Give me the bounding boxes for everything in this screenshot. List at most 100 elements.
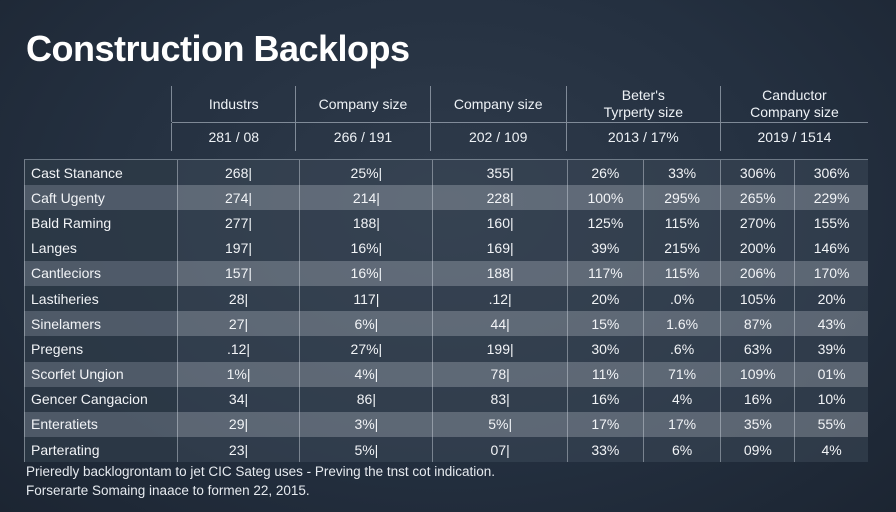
header-sub-2: 266 / 191 — [295, 123, 429, 151]
header-row-top: Industrs Company size Company size Beter… — [24, 86, 868, 122]
header-sub-3: 202 / 109 — [429, 123, 566, 151]
table-cell: 27%| — [299, 336, 432, 362]
table-cell: 10% — [794, 386, 868, 412]
table-cell: 169| — [432, 235, 567, 261]
table-cell: 109% — [720, 361, 794, 387]
table-cell: 155% — [794, 210, 868, 236]
table-cell: 17% — [567, 411, 643, 438]
table-cell: 35% — [720, 411, 794, 438]
table-cell: 34| — [176, 386, 300, 412]
table-cell: 39% — [794, 336, 868, 362]
table-cell: 274| — [176, 185, 300, 211]
table-cell: 1.6% — [642, 311, 721, 337]
table-cell: 206% — [720, 260, 794, 286]
table-cell: 188| — [299, 210, 432, 236]
table-cell: .12| — [176, 336, 300, 362]
header-divider — [172, 122, 868, 123]
footnote-line-1: Prieredly backlogrontam to jet CIC Sateg… — [26, 464, 495, 479]
table-cell: 15% — [567, 311, 643, 337]
table-cell: 3%| — [299, 411, 432, 438]
table-cell: 265% — [720, 185, 794, 211]
table-cell: 17% — [642, 411, 721, 438]
table-cell: 115% — [642, 260, 721, 286]
table-cell: 306% — [794, 160, 868, 186]
table-cell: 29| — [176, 411, 300, 438]
table-cell: 306% — [720, 160, 794, 186]
table-row: Langes 197| 16%| 169| 39% 215% 200% 146% — [24, 235, 868, 261]
table-cell: 4%| — [299, 361, 432, 387]
table-cell: 16% — [567, 386, 643, 412]
table-cell: 39% — [567, 235, 643, 261]
table-cell: 09% — [720, 437, 794, 463]
header-sub-corner — [24, 123, 171, 151]
table-cell: 33% — [567, 437, 643, 463]
row-label: Sinelamers — [24, 311, 177, 337]
table-row: Pregens .12| 27%| 199| 30% .6% 63% 39% — [24, 336, 868, 362]
header-sub-5: 2019 / 1514 — [719, 123, 868, 151]
table-cell: 146% — [794, 235, 868, 261]
table-cell: 6% — [642, 437, 721, 463]
table-cell: 30% — [567, 336, 643, 362]
chart-title: Construction Backlops — [26, 28, 410, 69]
table-cell: 105% — [720, 285, 794, 312]
header-company-size-1: Company size — [295, 86, 429, 122]
table-cell: 5%| — [432, 411, 567, 438]
table-cell: 125% — [567, 210, 643, 236]
footnote-line-2: Forserarte Somaing inaace to formen 22, … — [26, 483, 310, 498]
row-label: Scorfet Ungion — [24, 361, 177, 387]
table-cell: 214| — [299, 185, 432, 211]
table-cell: 33% — [642, 160, 721, 186]
row-label: Parterating — [24, 437, 177, 463]
row-label: Pregens — [24, 336, 177, 362]
body-divider — [24, 159, 868, 160]
table-cell: 295% — [642, 185, 721, 211]
table-cell: 63% — [720, 336, 794, 362]
table-cell: 270% — [720, 210, 794, 236]
table-cell: 115% — [642, 210, 721, 236]
table-cell: 197| — [176, 235, 300, 261]
table-cell: 228| — [432, 185, 567, 211]
header-canductor-company-size: Canductor Company size — [719, 86, 868, 122]
table-cell: 20% — [794, 285, 868, 312]
table-cell: 117| — [299, 285, 432, 312]
table-body: Cast Stanance 268| 25%| 355| 26% 33% 306% 306% C… — [24, 160, 868, 463]
row-label: Langes — [24, 235, 177, 261]
table-cell: 44| — [432, 311, 567, 337]
table-cell: 87% — [720, 311, 794, 337]
header-corner — [24, 86, 171, 122]
table-row: Enteratiets 29| 3%| 5%| 17% 17% 35% 55% — [24, 411, 868, 438]
table-cell: 16%| — [299, 235, 432, 261]
table-cell: 11% — [567, 361, 643, 387]
backlog-table: Industrs Company size Company size Beter… — [24, 86, 868, 463]
header-sub-1: 281 / 08 — [171, 123, 295, 151]
header-company-size-2: Company size — [429, 86, 566, 122]
header-sub-4: 2013 / 17% — [565, 123, 720, 151]
table-cell: 23| — [176, 437, 300, 463]
table-cell: 71% — [642, 361, 721, 387]
table-cell: 188| — [432, 260, 567, 286]
row-label: Lastiheries — [24, 285, 177, 312]
table-row: Cast Stanance 268| 25%| 355| 26% 33% 306% 306% — [24, 160, 868, 186]
table-cell: 4% — [794, 437, 868, 463]
table-row: Scorfet Ungion 1%| 4%| 78| 11% 71% 109% 01% — [24, 361, 868, 387]
table-cell: 26% — [567, 160, 643, 186]
table-cell: 6%| — [299, 311, 432, 337]
row-label: Enteratiets — [24, 411, 177, 438]
header-industrs: Industrs — [171, 86, 295, 122]
table-cell: 117% — [567, 260, 643, 286]
table-cell: 4% — [642, 386, 721, 412]
table-cell: 268| — [176, 160, 300, 186]
table-cell: 5%| — [299, 437, 432, 463]
table-row: Gencer Cangacion 34| 86| 83| 16% 4% 16% 10% — [24, 386, 868, 412]
table-cell: 01% — [794, 361, 868, 387]
table-cell: 43% — [794, 311, 868, 337]
table-row: Parterating 23| 5%| 07| 33% 6% 09% 4% — [24, 437, 868, 463]
row-label: Caft Ugenty — [24, 185, 177, 211]
table-cell: 1%| — [176, 361, 300, 387]
table-cell: 200% — [720, 235, 794, 261]
table-cell: 229% — [794, 185, 868, 211]
table-cell: 55% — [794, 411, 868, 438]
table-cell: 355| — [432, 160, 567, 186]
row-label: Gencer Cangacion — [24, 386, 177, 412]
footnote: Prieredly backlogrontam to jet CIC Sateg… — [26, 462, 495, 500]
